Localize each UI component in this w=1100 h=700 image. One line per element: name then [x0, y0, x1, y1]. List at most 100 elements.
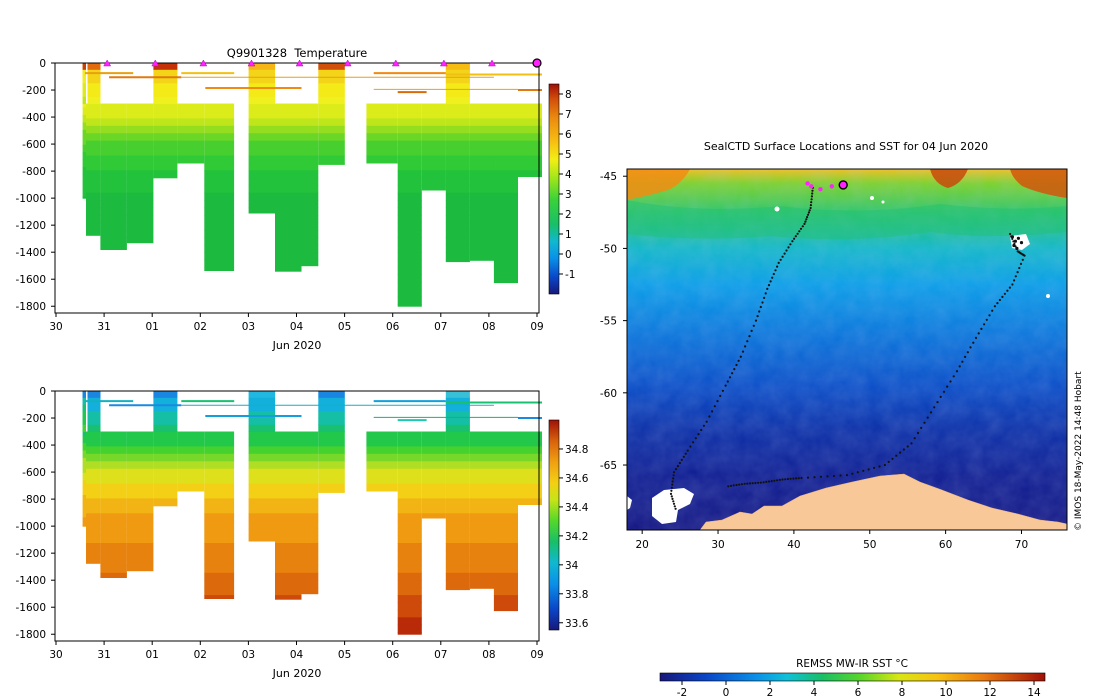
- track-point: [985, 318, 988, 321]
- sal-profile-1-layer: [86, 550, 101, 559]
- salinity-colorbar-ticks: 33.6 33.8 34 34.2 34.4 34.6 34.8: [559, 444, 589, 630]
- temp-shallow-4-layer: [445, 69, 470, 78]
- x-tick-label: 03: [242, 321, 255, 333]
- temp-profile-15-layer: [469, 125, 494, 134]
- sal-profile-16-layer: [493, 557, 518, 566]
- track-point: [819, 475, 823, 478]
- track-point: [781, 478, 784, 481]
- temp-profile-14-layer: [445, 111, 470, 119]
- sal-profile-7-layer: [248, 453, 276, 462]
- sal-profile-16-layer: [493, 580, 518, 589]
- track-point: [689, 445, 692, 448]
- track-point: [955, 370, 959, 373]
- ice-spot-2: [870, 196, 874, 200]
- temp-profile-5-layer: [177, 111, 205, 119]
- sal-first-strip-layer: [82, 404, 86, 412]
- track-point: [680, 458, 683, 461]
- temp-profile-15-layer: [469, 170, 494, 179]
- temp-profile-2-layer: [100, 140, 127, 149]
- temp-profile-16-layer: [493, 252, 518, 261]
- sal-profile-8-layer: [275, 461, 302, 470]
- sal-profile-8-layer: [275, 595, 302, 600]
- temp-profile-12-layer: [397, 296, 422, 305]
- sal-profile-7-layer: [248, 476, 276, 484]
- sal-profile-4-layer: [153, 461, 178, 470]
- sal-profile-6-layer: [204, 565, 235, 574]
- temp-profile-12-layer: [397, 140, 422, 149]
- sal-shallow-2-layer: [248, 418, 276, 426]
- temp-profile-16-layer: [493, 192, 518, 201]
- sal-profile-4-layer: [153, 431, 178, 440]
- surface-marker: [343, 59, 352, 67]
- temp-profile-10-layer: [318, 125, 345, 134]
- sal-profile-12-layer: [397, 446, 422, 455]
- sal-profile-9-layer: [301, 446, 319, 455]
- track-point: [671, 480, 674, 483]
- sal-profile-9-layer: [301, 587, 319, 595]
- sal-profile-8-layer: [275, 505, 302, 514]
- track-point: [708, 415, 711, 418]
- sal-profile-2-layer: [100, 468, 127, 477]
- temp-profile-12-layer: [397, 177, 422, 186]
- sal-profile-6-layer: [204, 468, 235, 477]
- colorbar-tick-label: 5: [565, 149, 572, 161]
- sst-green-band: [627, 200, 1067, 240]
- track-point: [792, 477, 795, 480]
- sal-profile-10-layer: [318, 491, 345, 493]
- sal-shallow-2-layer: [248, 424, 276, 433]
- sal-shallow-3-layer: [318, 418, 345, 426]
- x-tick-label: 07: [434, 321, 447, 333]
- sal-profile-17-layer: [518, 476, 542, 484]
- track-point: [750, 329, 753, 332]
- temp-profile-15-layer: [469, 222, 494, 231]
- sal-profile-6-layer: [204, 491, 235, 499]
- temp-profile-14-layer: [445, 118, 470, 127]
- temp-profile-12-layer: [397, 222, 422, 231]
- sal-profile-15-layer: [469, 483, 494, 492]
- track-point: [754, 481, 757, 485]
- sal-profile-8-layer: [275, 528, 302, 537]
- temp-shallow-2-layer: [248, 90, 276, 98]
- track-point: [762, 481, 765, 484]
- sal-profile-2-layer: [100, 528, 127, 537]
- track-point: [729, 484, 733, 487]
- sal-profile-16-layer: [493, 535, 518, 544]
- temp-profile-6-layer: [204, 229, 235, 238]
- temp-profile-15-layer: [469, 229, 494, 238]
- track-point: [1009, 232, 1012, 236]
- sal-profile-8-layer: [275, 446, 302, 455]
- track-point: [913, 437, 916, 440]
- sal-profile-17-layer: [518, 491, 542, 499]
- sal-first-strip-layer: [82, 411, 86, 419]
- temp-profile-14-layer: [445, 244, 470, 253]
- temp-profile-12-layer: [397, 185, 422, 194]
- recent-point: [818, 187, 823, 192]
- sal-profile-8-layer: [275, 483, 302, 492]
- colorbar-tick-label: 1: [565, 229, 572, 241]
- sal-profile-15-layer: [469, 468, 494, 477]
- temp-profile-6-layer: [204, 237, 235, 246]
- track-point: [806, 213, 810, 216]
- temp-profile-15-layer: [469, 177, 494, 186]
- colorbar-tick-label: 33.6: [565, 618, 589, 630]
- temp-profile-0-layer: [82, 174, 86, 183]
- track-point: [800, 476, 803, 480]
- temp-profile-9-layer: [301, 133, 319, 142]
- temp-profile-13-layer: [421, 140, 446, 149]
- track-point: [764, 292, 767, 295]
- sal-profile-7-layer: [248, 468, 276, 477]
- sal-profile-13-layer: [421, 439, 446, 447]
- temp-profile-9-layer: [301, 125, 319, 134]
- salinity-profiles: [82, 391, 542, 635]
- sal-profile-14-layer: [445, 498, 470, 507]
- sal-profile-8-layer: [275, 498, 302, 507]
- sal-shallow-3-layer: [318, 424, 345, 433]
- track-point: [993, 305, 997, 308]
- temp-profile-6-layer: [204, 259, 235, 268]
- temp-profile-15-layer: [469, 237, 494, 246]
- temp-profile-6-layer: [204, 163, 235, 171]
- temp-profile-15-layer: [469, 111, 494, 119]
- map-x-tick-label: 40: [787, 539, 800, 551]
- temp-profile-12-layer: [397, 237, 422, 246]
- sal-profile-1-layer: [86, 535, 101, 544]
